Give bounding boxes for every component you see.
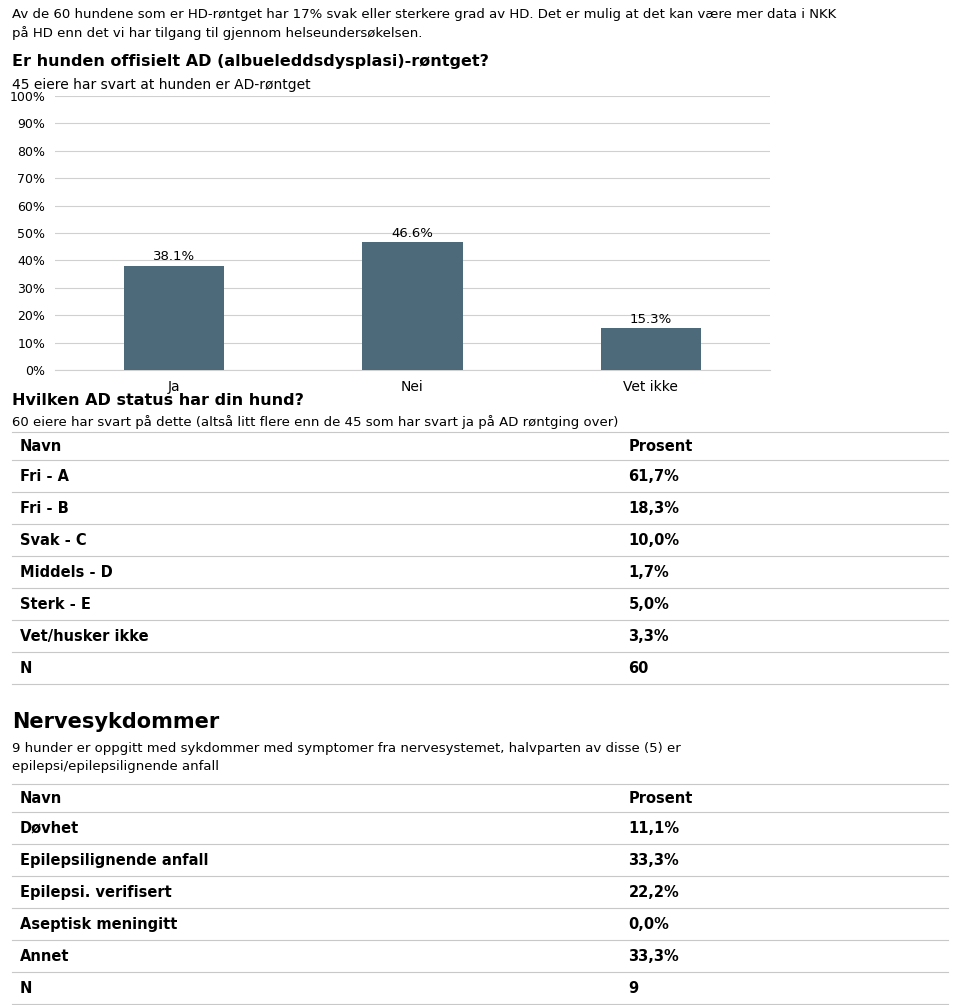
Text: 0,0%: 0,0% [629, 917, 669, 932]
Text: Epilepsilignende anfall: Epilepsilignende anfall [20, 852, 208, 867]
Text: N: N [20, 660, 33, 675]
Text: Epilepsi. verifisert: Epilepsi. verifisert [20, 884, 172, 899]
Text: 9 hunder er oppgitt med sykdommer med symptomer fra nervesystemet, halvparten av: 9 hunder er oppgitt med sykdommer med sy… [12, 742, 681, 755]
Text: Navn: Navn [20, 438, 62, 453]
Bar [363, 242, 463, 370]
Text: 9: 9 [629, 981, 638, 996]
Text: 18,3%: 18,3% [629, 500, 680, 516]
Text: Av de 60 hundene som er HD-røntget har 17% svak eller sterkere grad av HD. Det e: Av de 60 hundene som er HD-røntget har 1… [12, 8, 836, 21]
Text: på HD enn det vi har tilgang til gjennom helseundersøkelsen.: på HD enn det vi har tilgang til gjennom… [12, 26, 422, 40]
Text: Prosent: Prosent [629, 438, 693, 453]
Text: 5,0%: 5,0% [629, 597, 669, 611]
Text: Fri - A: Fri - A [20, 468, 69, 483]
Text: Nervesykdommer: Nervesykdommer [12, 712, 219, 732]
Text: 33,3%: 33,3% [629, 852, 679, 867]
Text: 38.1%: 38.1% [153, 250, 195, 263]
Text: Aseptisk meningitt: Aseptisk meningitt [20, 917, 178, 932]
Text: Hvilken AD status har din hund?: Hvilken AD status har din hund? [12, 393, 304, 408]
Bar [601, 328, 701, 370]
Text: Vet/husker ikke: Vet/husker ikke [20, 628, 149, 643]
Text: N: N [20, 981, 33, 996]
Text: epilepsi/epilepsilignende anfall: epilepsi/epilepsilignende anfall [12, 760, 219, 773]
Text: 10,0%: 10,0% [629, 533, 680, 548]
Text: 46.6%: 46.6% [392, 227, 433, 240]
Text: Sterk - E: Sterk - E [20, 597, 91, 611]
Text: 61,7%: 61,7% [629, 468, 680, 483]
Text: 33,3%: 33,3% [629, 949, 679, 964]
Text: 3,3%: 3,3% [629, 628, 669, 643]
Y-axis label: Prosent: Prosent [0, 207, 3, 259]
Text: Navn: Navn [20, 791, 62, 805]
Text: 11,1%: 11,1% [629, 820, 680, 835]
Text: Middels - D: Middels - D [20, 565, 112, 580]
Text: Fri - B: Fri - B [20, 500, 69, 516]
Text: Er hunden offisielt AD (albueleddsdysplasi)-røntget?: Er hunden offisielt AD (albueleddsdyspla… [12, 54, 489, 69]
Text: Prosent: Prosent [629, 791, 693, 805]
Text: 60 eiere har svart på dette (altså litt flere enn de 45 som har svart ja på AD r: 60 eiere har svart på dette (altså litt … [12, 415, 618, 429]
Text: Annet: Annet [20, 949, 69, 964]
Text: 1,7%: 1,7% [629, 565, 669, 580]
Text: 60: 60 [629, 660, 649, 675]
Text: Svak - C: Svak - C [20, 533, 86, 548]
Text: 45 eiere har svart at hunden er AD-røntget: 45 eiere har svart at hunden er AD-røntg… [12, 78, 311, 92]
Text: Døvhet: Døvhet [20, 820, 80, 835]
Text: 15.3%: 15.3% [630, 313, 672, 326]
Bar [124, 265, 225, 370]
Text: 22,2%: 22,2% [629, 884, 679, 899]
